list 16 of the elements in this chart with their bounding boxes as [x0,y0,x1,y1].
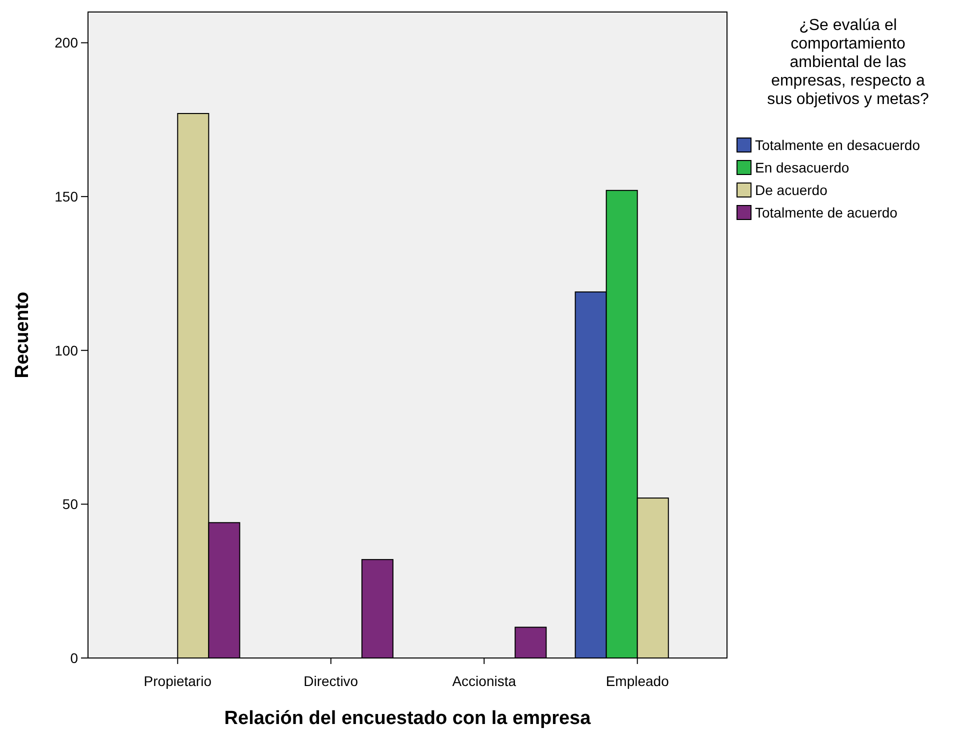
x-axis-title: Relación del encuestado con la empresa [224,708,592,729]
x-tick-label: Directivo [304,673,358,689]
x-tick-label: Propietario [144,673,212,689]
y-tick-label: 0 [70,650,78,666]
y-tick-label: 150 [54,188,78,204]
y-tick-label: 100 [54,342,78,358]
y-tick-label: 50 [62,496,78,512]
y-tick-label: 200 [54,34,78,51]
legend-label: Totalmente en desacuerdo [755,136,920,153]
y-axis-title: Recuento [12,292,33,378]
x-tick-label: Empleado [606,673,670,689]
legend-label: De acuerdo [755,182,828,198]
legend-label: En desacuerdo [755,159,850,176]
legend-label: Totalmente de acuerdo [755,204,898,220]
x-tick-label: Accionista [452,673,516,689]
legend-title: ¿Se evalúa el comportamiento ambiental de las empresas, respecto a sus objetivos y metas? [767,17,930,108]
